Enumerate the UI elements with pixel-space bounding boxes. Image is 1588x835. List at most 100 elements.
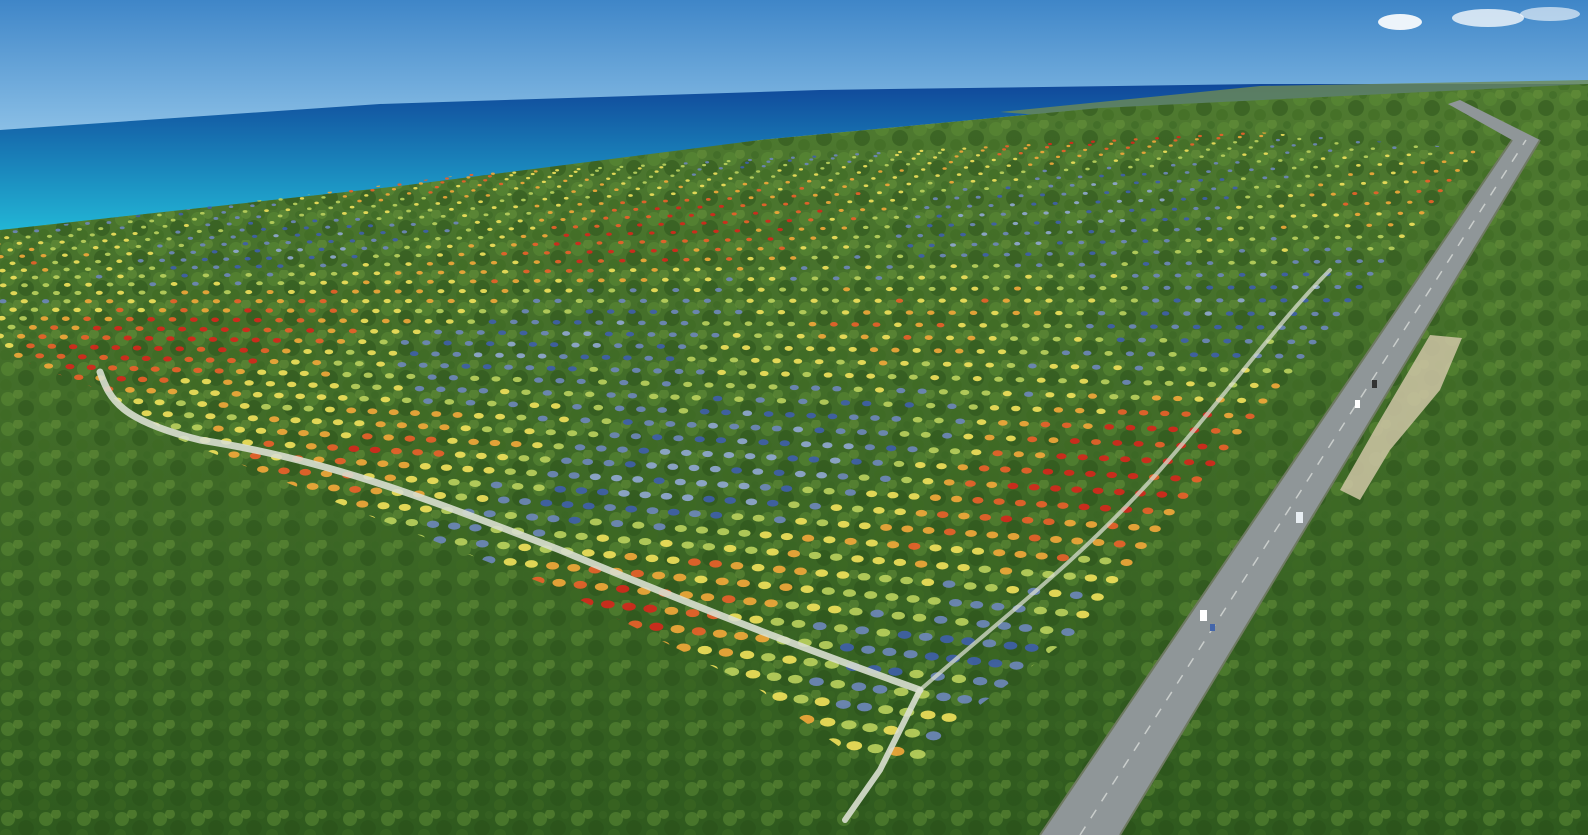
field-dot: [928, 243, 935, 248]
field-dot: [1150, 324, 1158, 329]
field-dot: [1189, 352, 1199, 358]
field-dot: [501, 288, 509, 293]
field-dot: [1003, 252, 1011, 257]
field-dot: [853, 386, 863, 392]
field-dot: [688, 464, 700, 472]
field-dot: [340, 432, 352, 439]
field-dot: [1098, 153, 1104, 157]
field-dot: [1349, 148, 1354, 151]
field-dot: [1370, 147, 1376, 150]
field-dot: [1154, 441, 1165, 448]
field-dot: [290, 417, 301, 424]
field-dot: [1056, 453, 1067, 460]
field-dot: [861, 645, 876, 654]
field-dot: [398, 503, 411, 511]
field-dot: [943, 528, 956, 536]
field-dot: [416, 289, 424, 294]
field-dot: [970, 600, 984, 609]
field-dot: [1061, 628, 1075, 637]
field-dot: [316, 232, 322, 237]
field-dot: [542, 234, 548, 238]
field-dot: [470, 375, 480, 381]
field-dot: [640, 278, 648, 282]
field-dot: [1308, 339, 1317, 345]
field-dot: [1313, 236, 1320, 240]
field-dot: [234, 281, 242, 286]
field-dot: [766, 160, 771, 163]
field-dot: [739, 650, 755, 660]
field-dot: [590, 209, 596, 213]
field-dot: [1040, 626, 1054, 635]
field-dot: [447, 298, 455, 304]
field-dot: [1095, 200, 1101, 204]
field-dot: [924, 652, 939, 661]
field-dot: [239, 228, 245, 232]
field-dot: [907, 446, 918, 453]
field-dot: [1257, 205, 1263, 209]
field-dot: [694, 436, 705, 443]
field-dot: [1256, 325, 1265, 330]
field-dot: [263, 440, 275, 447]
field-dot: [752, 468, 764, 475]
field-dot: [1116, 199, 1123, 203]
field-dot: [248, 358, 258, 364]
field-dot: [685, 609, 700, 618]
field-dot: [530, 172, 535, 176]
field-dot: [1056, 554, 1069, 562]
field-dot: [427, 208, 433, 212]
field-dot: [477, 235, 484, 240]
field-dot: [53, 290, 60, 296]
field-dot: [578, 184, 583, 187]
field-dot: [336, 338, 346, 344]
field-dot: [1034, 156, 1039, 160]
field-dot: [956, 173, 962, 176]
field-dot: [226, 414, 237, 421]
field-dot: [1227, 285, 1235, 290]
field-dot: [21, 283, 28, 288]
field-dot: [357, 199, 362, 203]
field-dot: [738, 370, 748, 376]
field-dot: [114, 325, 123, 331]
field-dot: [469, 173, 474, 177]
field-dot: [1283, 175, 1289, 179]
field-dot: [245, 290, 253, 295]
field-dot: [261, 403, 271, 410]
field-dot: [981, 390, 991, 396]
field-dot: [678, 185, 683, 189]
field-dot: [1210, 428, 1221, 434]
field-dot: [783, 163, 788, 167]
field-dot: [1091, 593, 1104, 601]
field-dot: [821, 287, 829, 292]
field-dot: [1048, 589, 1062, 598]
field-dot: [1291, 144, 1296, 147]
field-dot: [978, 172, 983, 176]
field-dot: [1369, 172, 1375, 176]
field-dot: [724, 667, 740, 677]
field-dot: [362, 298, 370, 304]
field-dot: [1003, 274, 1011, 279]
field-dot: [751, 563, 765, 572]
field-dot: [972, 676, 988, 686]
field-dot: [1067, 251, 1075, 256]
field-dot: [339, 318, 347, 323]
field-dot: [362, 280, 370, 285]
field-dot: [711, 332, 720, 338]
field-dot: [825, 201, 831, 204]
field-dot: [846, 741, 863, 751]
field-dot: [1168, 188, 1174, 192]
field-dot: [644, 420, 655, 426]
field-dot: [298, 298, 306, 304]
field-dot: [1113, 159, 1119, 162]
field-dot: [1061, 149, 1066, 153]
field-dot: [729, 423, 740, 430]
field-dot: [211, 317, 219, 323]
vehicle: [1200, 610, 1207, 621]
field-dot: [555, 378, 565, 384]
field-dot: [1416, 189, 1422, 193]
field-dot: [779, 287, 787, 292]
field-dot: [576, 167, 581, 171]
field-dot: [1206, 285, 1214, 290]
field-dot: [659, 320, 668, 326]
field-dot: [1160, 410, 1170, 417]
field-dot: [844, 489, 856, 496]
